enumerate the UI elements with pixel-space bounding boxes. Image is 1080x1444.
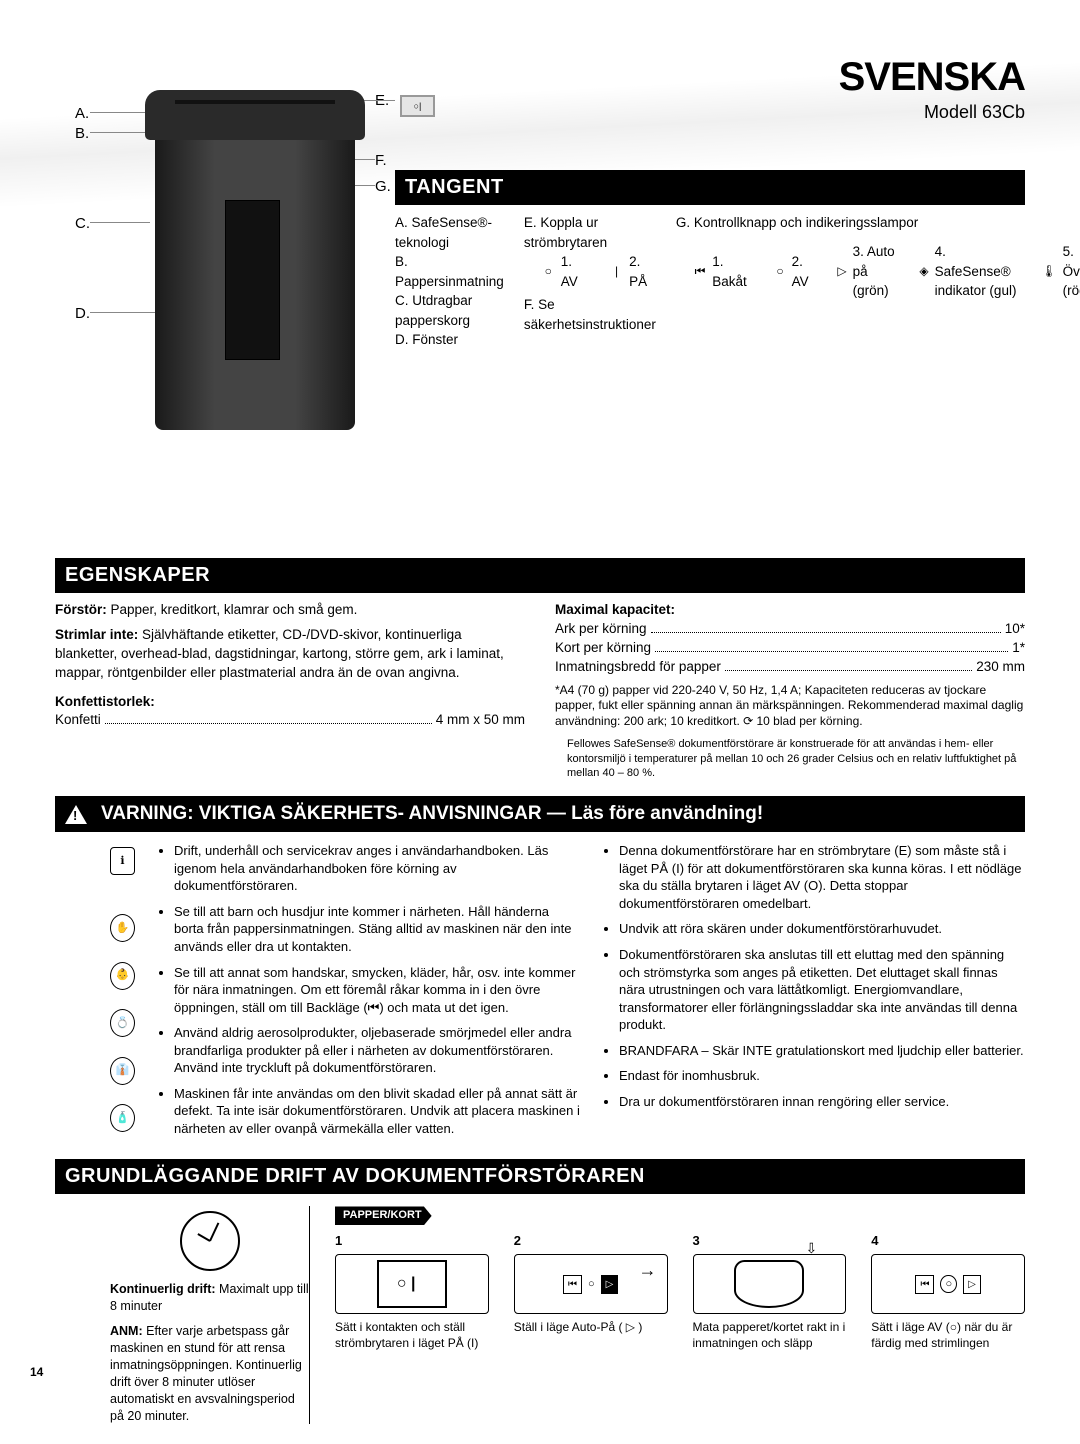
egensk-right: Maximal kapacitet: Ark per körning10*Kor… [555,601,1025,780]
warn-list-right: Denna dokumentförstörare har en strömbry… [605,842,1025,1145]
label-b: B. [75,125,89,143]
konf-label: Konfettistorlek: [55,693,525,712]
tangent-col-1: A. SafeSense®-teknologiB. Pappersinmatni… [395,213,504,350]
no-hand-icon: ✋ [110,914,135,942]
t3-head: G. Kontrollknapp och indikeringsslampor [676,213,1080,233]
no-tie-icon: 👔 [110,1057,135,1085]
section-tangent: TANGENT [395,170,1025,205]
t2-f: F. Se säkerhetsinstruktioner [524,295,656,334]
step-2: 2⏮○▷→Ställ i läge Auto-På ( ▷ ) [514,1233,668,1351]
step-1: 1Sätt i kontakten och ställ strömbrytare… [335,1233,489,1351]
section-warning: VARNING: VIKTIGA SÄKERHETS- ANVISNINGAR … [55,796,1025,832]
note1: *A4 (70 g) papper vid 220-240 V, 50 Hz, … [555,683,1025,730]
no-spray-icon: 🧴 [110,1104,135,1132]
warn-list-left: Drift, underhåll och servicekrav anges i… [160,842,580,1145]
ops-left: Kontinuerlig drift: Maximalt upp till 8 … [55,1206,310,1424]
safety-icons: ℹ ✋ 👶 💍 👔 🧴 [55,842,135,1145]
t2-head: E. Koppla ur strömbrytaren [524,213,656,252]
max-label: Maximal kapacitet: [555,601,1025,620]
clock-icon [180,1211,240,1271]
page-number: 14 [30,1365,43,1379]
forstor-text: Papper, kreditkort, klamrar och små gem. [111,602,358,617]
manual-icon: ℹ [110,847,135,875]
label-c: C. [75,215,90,233]
strimlar-label: Strimlar inte: [55,627,138,642]
step-3: 3⇩Mata papperet/kortet rakt in i inmatni… [693,1233,847,1351]
ops-tag: PAPPER/KORT [335,1206,432,1225]
section-ops: GRUNDLÄGGANDE DRIFT AV DOKUMENTFÖRSTÖRAR… [55,1159,1025,1194]
label-d: D. [75,305,90,323]
tangent-block: TANGENT A. SafeSense®-teknologiB. Papper… [395,162,1025,350]
konf-row: Konfetti4 mm x 50 mm [55,711,525,730]
tangent-col-2: E. Koppla ur strömbrytaren ○1. AV|2. PÅ … [524,213,656,350]
no-child-icon: 👶 [110,962,135,990]
label-g: G. [375,178,391,195]
tangent-col-3: G. Kontrollknapp och indikeringsslampor … [676,213,1080,350]
forstor-label: Förstör: [55,602,107,617]
label-a: A. [75,105,89,123]
no-jewel-icon: 💍 [110,1009,135,1037]
section-egenskaper: EGENSKAPER [55,558,1025,593]
warning-icon [65,805,87,824]
step-4: 4⏮○▷Sätt i läge AV (○) när du är färdig … [871,1233,1025,1351]
note2: Fellowes SafeSense® dokumentförstörare ä… [555,737,1025,780]
label-f: F. [375,152,387,169]
switch-icon: ○| [400,95,435,117]
ops-right: PAPPER/KORT 1Sätt i kontakten och ställ … [335,1206,1025,1424]
shredder-illustration [145,90,365,440]
egensk-left: Förstör: Papper, kreditkort, klamrar och… [55,601,525,780]
